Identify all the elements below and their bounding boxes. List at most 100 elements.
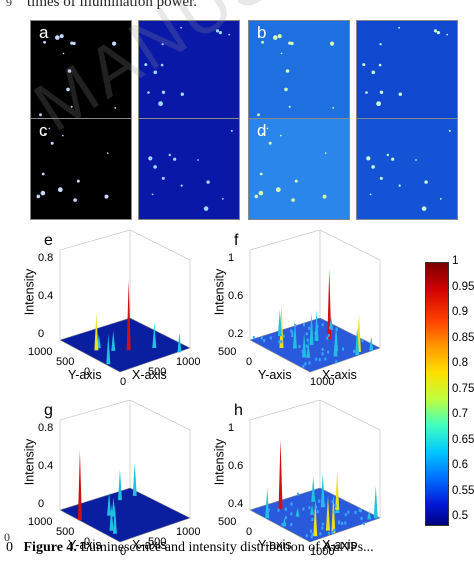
- intensity-peak: [106, 333, 111, 365]
- z-tick-label: 0: [38, 328, 45, 340]
- axis-line: [59, 230, 131, 251]
- particle-spot: [294, 179, 298, 183]
- colorbar-gradient: [426, 263, 448, 525]
- z-axis-label: Intensity: [22, 268, 37, 316]
- intensity-peak: [132, 462, 137, 496]
- panel-letter: c: [39, 121, 48, 140]
- intensity-peak: [373, 485, 378, 519]
- particle-spot: [153, 165, 157, 169]
- intensity-peak: [265, 487, 270, 519]
- particle-spot: [144, 63, 148, 67]
- z-tick-label: 0.8: [38, 252, 54, 264]
- particle-spot: [277, 34, 282, 39]
- particle-spot: [173, 157, 177, 161]
- noise-texture: [290, 523, 293, 527]
- y-axis-label: Y-axis: [258, 538, 292, 552]
- z-tick-label: 0: [38, 498, 45, 510]
- top-caption-fragment: 9 times of illumination power.: [6, 0, 197, 11]
- noise-texture: [331, 530, 334, 534]
- intensity-peak: [335, 469, 340, 510]
- noise-texture: [330, 324, 333, 328]
- particle-spot: [415, 159, 417, 161]
- particle-spot: [180, 92, 184, 96]
- particle-spot: [371, 165, 375, 169]
- particle-spot: [66, 87, 70, 92]
- microscopy-panel: d: [248, 118, 350, 220]
- noise-texture: [302, 364, 305, 368]
- particle-spot: [288, 105, 291, 108]
- y-axis-label: Y-axis: [258, 368, 292, 382]
- figure-label: Figure 4.: [23, 540, 77, 555]
- noise-texture: [308, 506, 311, 510]
- z-tick-label: 0.2: [228, 328, 244, 340]
- intensity-peak: [331, 493, 336, 534]
- particle-spot: [72, 41, 76, 46]
- particle-spot: [55, 35, 60, 40]
- particle-spot: [151, 193, 154, 196]
- surface-plot-h: h Intensity X-axis Y-axis 1 0.6 0.4 500 0 1000: [210, 400, 400, 570]
- noise-texture: [310, 529, 312, 533]
- x-tick-label: 500: [148, 366, 167, 378]
- particle-spot: [59, 34, 64, 39]
- noise-texture: [334, 504, 337, 508]
- noise-texture: [342, 347, 344, 351]
- particle-spot: [378, 63, 382, 67]
- colorbar-tick-label: 0.75: [452, 382, 474, 395]
- noise-texture: [284, 507, 287, 511]
- noise-texture: [332, 528, 335, 532]
- particle-spot: [371, 70, 376, 75]
- particle-spot: [261, 40, 264, 44]
- particle-spot: [365, 91, 368, 94]
- noise-texture: [277, 508, 280, 512]
- noise-texture: [327, 350, 330, 354]
- noise-texture: [347, 510, 350, 514]
- particle-spot: [322, 194, 327, 199]
- intensity-peak: [77, 450, 82, 521]
- x-axis-label: X-axis: [132, 368, 167, 382]
- noise-texture: [363, 522, 365, 526]
- panel-letter: b: [257, 23, 267, 42]
- intensity-peak: [295, 507, 300, 517]
- particle-spot: [48, 127, 51, 130]
- z-axis-label: Intensity: [212, 438, 227, 486]
- particle-spot: [158, 101, 163, 107]
- noise-texture: [280, 340, 283, 344]
- z-axis-label: Intensity: [212, 268, 227, 316]
- colorbar-tick-label: 1: [452, 255, 459, 267]
- surface-plot-f: f Intensity X-axis Y-axis 1 0.6 0.2 500 0 1000: [210, 230, 400, 400]
- colorbar: [425, 262, 449, 526]
- particle-spot: [284, 87, 288, 92]
- intensity-peak: [327, 269, 332, 340]
- intensity-peak: [109, 504, 114, 531]
- noise-texture: [314, 332, 317, 335]
- colorbar-tick-label: 0.7: [452, 408, 468, 420]
- particle-spot: [148, 156, 153, 161]
- particle-spot: [391, 157, 395, 161]
- particle-spot: [330, 41, 335, 46]
- particle-spot: [112, 41, 117, 46]
- particle-spot: [448, 129, 451, 132]
- colorbar-tick-label: 0.55: [452, 484, 474, 497]
- particle-spot: [180, 26, 182, 29]
- intensity-peak: [313, 499, 318, 537]
- axis-line: [319, 400, 381, 431]
- line-number: 0: [4, 530, 10, 544]
- noise-texture: [315, 505, 318, 509]
- noise-texture: [284, 516, 287, 520]
- z-tick-label: 1: [228, 252, 235, 264]
- particle-spot: [266, 127, 269, 130]
- noise-texture: [335, 360, 338, 364]
- particle-spot: [386, 153, 389, 157]
- noise-texture: [305, 344, 308, 348]
- x-tick-label: 0: [120, 546, 127, 558]
- particle-spot: [268, 141, 272, 145]
- intensity-peak: [278, 439, 283, 510]
- particle-spot: [280, 52, 283, 55]
- particle-spot: [70, 105, 73, 108]
- noise-texture: [360, 509, 362, 513]
- noise-texture: [326, 336, 329, 340]
- noise-texture: [278, 340, 281, 344]
- particle-spot: [258, 190, 264, 196]
- microscopy-panel: [138, 20, 240, 122]
- panel-letter: a: [39, 23, 49, 42]
